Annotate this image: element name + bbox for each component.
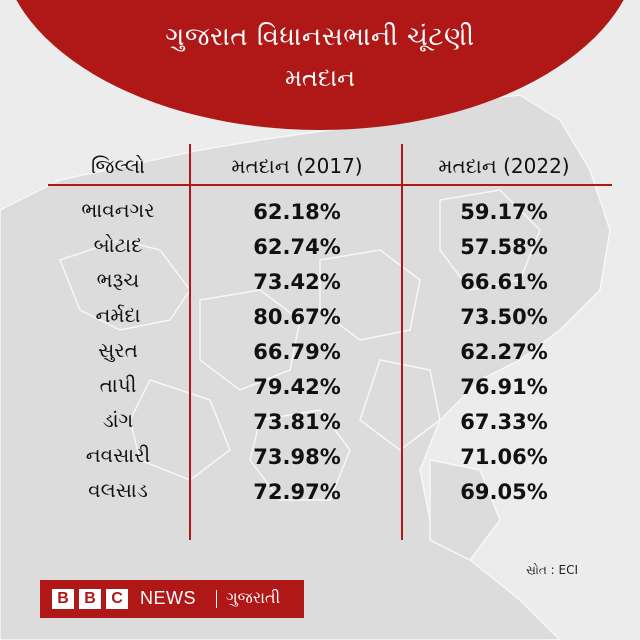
turnout-2022-cell: 59.17% bbox=[460, 200, 548, 224]
column-header-district: જિલ્લો bbox=[91, 154, 145, 178]
column-divider-1 bbox=[189, 144, 191, 540]
turnout-2017-cell: 73.98% bbox=[253, 445, 341, 469]
district-cell: નવસારી bbox=[85, 443, 151, 467]
logo-language-text: ગુજરાતી bbox=[226, 588, 281, 607]
bbc-logo-letter: B bbox=[52, 589, 74, 609]
district-cell: તાપી bbox=[99, 373, 137, 397]
turnout-2022-cell: 57.58% bbox=[460, 235, 548, 259]
district-cell: વલસાડ bbox=[88, 478, 148, 502]
district-cell: ભરૂચ bbox=[96, 268, 140, 292]
bbc-news-gujarati-logo: B B C NEWS ગુજરાતી bbox=[40, 580, 304, 618]
district-cell: ભાવનગર bbox=[81, 198, 155, 222]
turnout-2017-cell: 72.97% bbox=[253, 480, 341, 504]
page-title: ગુજરાત વિધાનસભાની ચૂંટણી bbox=[165, 22, 475, 52]
turnout-2022-cell: 62.27% bbox=[460, 340, 548, 364]
turnout-2017-cell: 73.81% bbox=[253, 410, 341, 434]
turnout-2017-cell: 66.79% bbox=[253, 340, 341, 364]
district-cell: સુરત bbox=[98, 338, 138, 362]
turnout-2022-cell: 76.91% bbox=[460, 375, 548, 399]
table-row: નવસારી 73.98% 71.06% bbox=[0, 441, 640, 475]
turnout-2022-cell: 67.33% bbox=[460, 410, 548, 434]
turnout-2017-cell: 73.42% bbox=[253, 270, 341, 294]
district-cell: બોટાદ bbox=[93, 233, 143, 257]
column-header-2022: મતદાન (2022) bbox=[438, 154, 570, 178]
turnout-2017-cell: 62.18% bbox=[253, 200, 341, 224]
table-row: નર્મદા 80.67% 73.50% bbox=[0, 301, 640, 335]
district-cell: ડાંગ bbox=[102, 408, 134, 432]
table-row: ડાંગ 73.81% 67.33% bbox=[0, 406, 640, 440]
table-row: ભાવનગર 62.18% 59.17% bbox=[0, 196, 640, 230]
district-cell: નર્મદા bbox=[95, 303, 141, 327]
turnout-2022-cell: 66.61% bbox=[460, 270, 548, 294]
turnout-2022-cell: 69.05% bbox=[460, 480, 548, 504]
column-divider-2 bbox=[401, 144, 403, 540]
bbc-logo-letter: C bbox=[106, 589, 128, 609]
header-divider bbox=[48, 184, 612, 186]
page-subtitle: મતદાન bbox=[284, 64, 356, 92]
column-header-2017: મતદાન (2017) bbox=[231, 154, 363, 178]
table-row: સુરત 66.79% 62.27% bbox=[0, 336, 640, 370]
table-row: બોટાદ 62.74% 57.58% bbox=[0, 231, 640, 265]
turnout-2017-cell: 79.42% bbox=[253, 375, 341, 399]
source-note: સ્રોત : ECI bbox=[526, 563, 578, 577]
logo-news-text: NEWS bbox=[140, 588, 196, 608]
turnout-2017-cell: 80.67% bbox=[253, 305, 341, 329]
table-row: તાપી 79.42% 76.91% bbox=[0, 371, 640, 405]
turnout-2022-cell: 73.50% bbox=[460, 305, 548, 329]
logo-separator bbox=[216, 590, 217, 608]
turnout-2017-cell: 62.74% bbox=[253, 235, 341, 259]
table-row: ભરૂચ 73.42% 66.61% bbox=[0, 266, 640, 300]
table-row: વલસાડ 72.97% 69.05% bbox=[0, 476, 640, 510]
turnout-2022-cell: 71.06% bbox=[460, 445, 548, 469]
bbc-logo-letter: B bbox=[79, 589, 101, 609]
